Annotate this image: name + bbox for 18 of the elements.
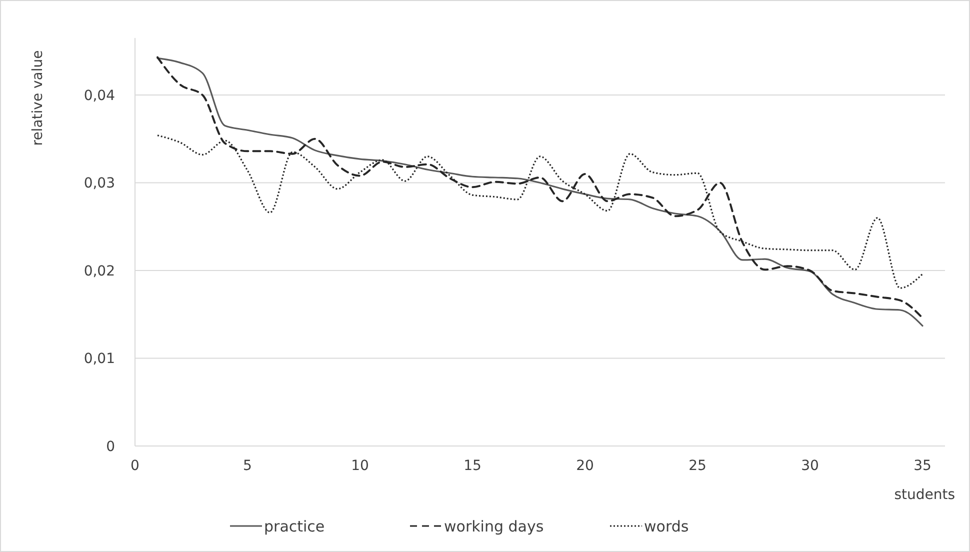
y-tick-label: 0,02 bbox=[84, 263, 115, 280]
x-tick-label: 10 bbox=[351, 458, 369, 474]
x-tick-label: 15 bbox=[464, 458, 482, 474]
y-tick-label: 0,01 bbox=[84, 351, 115, 368]
x-tick-label: 25 bbox=[688, 458, 706, 474]
x-axis-title: students bbox=[894, 487, 955, 503]
x-tick-label: 0 bbox=[130, 458, 140, 474]
legend-label: working days bbox=[444, 517, 544, 536]
y-tick-label: 0,03 bbox=[84, 176, 115, 192]
x-tick-label: 5 bbox=[243, 458, 252, 474]
x-tick-label: 35 bbox=[914, 458, 932, 474]
x-tick-label: 20 bbox=[576, 458, 594, 474]
legend-label: practice bbox=[264, 517, 325, 536]
x-tick-label: 30 bbox=[801, 458, 819, 474]
y-tick-label: 0 bbox=[106, 438, 115, 455]
y-axis-title: relative value bbox=[30, 50, 46, 146]
legend-label: words bbox=[644, 517, 689, 536]
y-tick-label: 0,04 bbox=[84, 88, 116, 104]
